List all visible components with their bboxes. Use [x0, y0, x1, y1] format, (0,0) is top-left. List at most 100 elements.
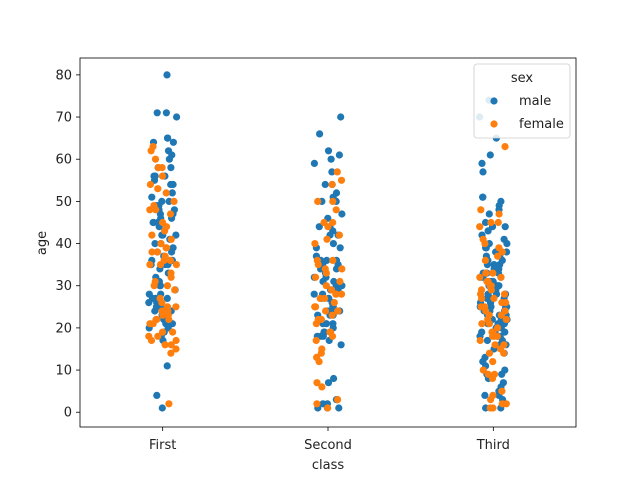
point-female — [329, 197, 337, 205]
point-male — [335, 404, 343, 412]
point-female — [167, 235, 175, 243]
point-male — [484, 227, 492, 235]
point-male — [145, 299, 153, 307]
point-female — [314, 261, 322, 269]
point-female — [328, 311, 336, 319]
point-male — [151, 240, 159, 248]
point-female — [316, 294, 324, 302]
point-female — [476, 273, 484, 281]
point-female — [479, 366, 487, 374]
point-male — [163, 71, 171, 79]
point-female — [334, 396, 342, 404]
point-female — [161, 341, 169, 349]
point-female — [332, 206, 340, 214]
point-male — [330, 374, 338, 383]
point-female — [146, 180, 154, 189]
point-female — [312, 336, 320, 345]
point-female — [159, 311, 167, 319]
point-female — [485, 320, 493, 328]
point-male — [501, 223, 509, 231]
legend-label-female: female — [519, 117, 564, 132]
point-female — [324, 223, 332, 231]
y-tick-label: 20 — [55, 321, 72, 336]
point-female — [314, 197, 322, 205]
point-male — [503, 240, 511, 248]
point-female — [165, 315, 173, 324]
point-female — [336, 277, 344, 286]
point-female — [149, 320, 157, 328]
point-female — [150, 282, 158, 290]
point-female — [154, 185, 162, 193]
point-female — [491, 341, 499, 349]
point-female — [495, 210, 503, 218]
point-female — [156, 261, 165, 269]
point-male — [168, 248, 176, 256]
point-female — [476, 336, 484, 345]
point-male — [169, 138, 177, 146]
point-male — [481, 391, 489, 399]
point-male — [486, 151, 494, 159]
point-female — [489, 358, 497, 366]
point-female — [147, 147, 155, 155]
point-female — [167, 273, 175, 281]
point-male — [167, 164, 175, 172]
y-axis: 0 10 20 30 40 50 60 70 80 — [55, 68, 80, 421]
point-female — [167, 349, 175, 357]
point-male — [172, 231, 180, 239]
point-male — [165, 155, 173, 163]
x-axis-label: class — [312, 458, 344, 473]
point-male — [337, 113, 345, 121]
point-female — [494, 252, 502, 260]
point-female — [318, 383, 326, 391]
point-female — [313, 400, 321, 408]
point-male — [153, 109, 161, 117]
point-female — [329, 256, 337, 264]
point-male — [310, 159, 318, 167]
point-female — [317, 349, 325, 357]
point-female — [490, 332, 498, 340]
point-female — [502, 315, 510, 324]
point-female — [162, 189, 170, 197]
legend: sex male female — [473, 63, 571, 139]
point-female — [315, 358, 323, 366]
point-female — [157, 240, 165, 248]
x-tick-label: First — [149, 438, 176, 453]
point-female — [485, 349, 494, 357]
point-female — [167, 341, 175, 349]
point-female — [162, 244, 170, 252]
point-female — [333, 168, 341, 176]
point-male — [158, 404, 166, 412]
point-female — [487, 286, 495, 294]
point-female — [313, 379, 321, 387]
point-female — [172, 345, 180, 353]
point-female — [481, 240, 489, 248]
y-tick-label: 70 — [55, 111, 72, 126]
point-female — [163, 282, 171, 290]
point-female — [500, 349, 508, 357]
point-male — [332, 265, 341, 273]
point-female — [477, 206, 485, 214]
point-male — [328, 168, 336, 176]
point-female — [151, 155, 160, 163]
point-female — [170, 197, 178, 205]
point-female — [172, 303, 180, 311]
point-female — [165, 400, 173, 408]
point-female — [476, 223, 484, 231]
point-female — [323, 235, 331, 243]
point-female — [494, 218, 502, 227]
point-female — [486, 404, 494, 412]
legend-marker-female — [490, 120, 498, 128]
point-male — [319, 332, 327, 340]
point-male — [168, 189, 176, 197]
point-male — [479, 168, 487, 176]
point-female — [172, 261, 180, 269]
y-axis-label: age — [35, 231, 50, 255]
point-female — [148, 231, 156, 239]
point-male — [156, 282, 164, 290]
point-female — [148, 248, 156, 256]
point-female — [154, 332, 162, 340]
point-female — [335, 231, 343, 239]
point-female — [311, 303, 319, 311]
point-female — [338, 265, 346, 273]
point-male — [498, 370, 506, 378]
